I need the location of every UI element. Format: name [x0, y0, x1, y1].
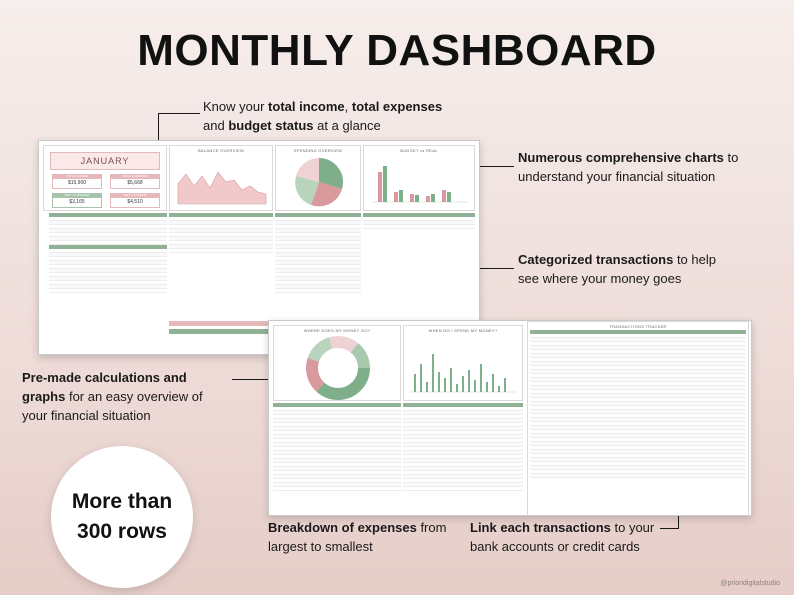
kpi-total-expenses: TOTAL EXPENSES $5,668: [110, 174, 160, 190]
spending-pie-chart: [295, 157, 344, 207]
budget-vs-real-panel: BUDGET vs REAL: [363, 145, 475, 211]
income-table: [169, 213, 273, 253]
expenses-table: [275, 213, 361, 293]
where-money-panel: WHERE DOES MY MONEY GO?: [273, 325, 401, 401]
transactions-tracker-panel: TRANSACTIONS TRACKER: [527, 321, 749, 515]
summary-table: [49, 213, 167, 293]
savings-table: [363, 213, 475, 229]
watermark: @prioridigitalstudio: [720, 580, 780, 587]
callout-income-expenses: Know your total income, total expenses a…: [203, 99, 443, 133]
when-bar-chart: [410, 354, 516, 393]
kpi-left-to-spend: LEFT TO SPEND $4,510: [110, 193, 160, 209]
kpi-left-to-budget: LEFT TO BUDGET $3,165: [52, 193, 102, 209]
balance-overview-panel: BALANCE OVERVIEW: [169, 145, 273, 211]
rows-badge: More than 300 rows: [51, 446, 193, 588]
month-label: JANUARY: [50, 152, 160, 170]
callout-breakdown: Breakdown of expenses from largest to sm…: [268, 520, 447, 554]
kpi-total-income: TOTAL INCOME $15,900: [52, 174, 102, 190]
section-header: [169, 329, 273, 334]
callout-premade: Pre-made calculations and graphs for an …: [22, 370, 203, 423]
leader-line: [466, 268, 514, 269]
spending-overview-panel: SPENDING OVERVIEW: [275, 145, 361, 211]
leader-line: [462, 166, 514, 167]
page-title: MONTHLY DASHBOARD: [137, 26, 657, 75]
budget-bar-chart: [372, 166, 468, 203]
daily-table: [403, 403, 523, 491]
dashboard-sheet-analysis: WHERE DOES MY MONEY GO? WHEN DO I SPEND …: [268, 320, 752, 516]
leader-line: [158, 113, 200, 114]
leader-line: [660, 528, 679, 529]
dashboard-sheet-overview: JANUARY TOTAL INCOME $15,900 TOTAL EXPEN…: [38, 140, 480, 355]
balance-area-chart: [177, 171, 267, 205]
total-row: [169, 321, 273, 326]
breakdown-table: [273, 403, 401, 491]
summary-panel: JANUARY TOTAL INCOME $15,900 TOTAL EXPEN…: [43, 145, 167, 211]
where-donut-chart: [306, 336, 370, 400]
when-spend-panel: WHEN DO I SPEND MY MONEY?: [403, 325, 523, 401]
callout-charts: Numerous comprehensive charts to underst…: [518, 150, 739, 184]
callout-link: Link each transactions to your bank acco…: [470, 520, 655, 554]
callout-categorized: Categorized transactions to help see whe…: [518, 252, 716, 286]
